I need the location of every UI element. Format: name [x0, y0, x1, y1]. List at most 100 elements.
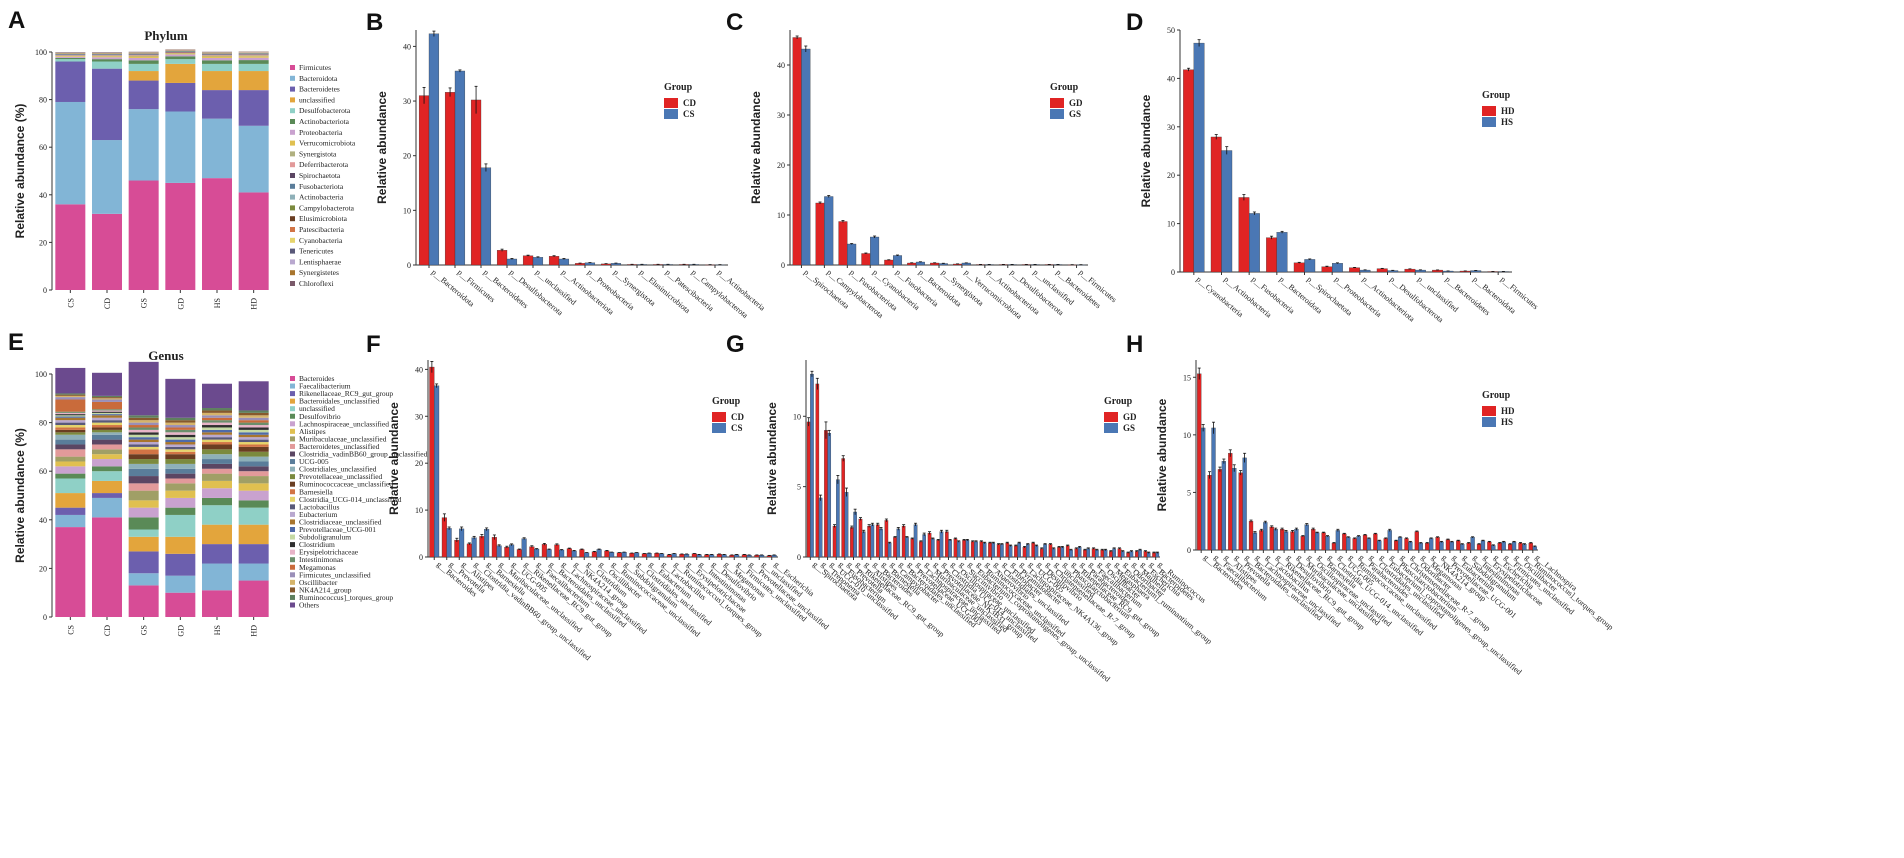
stack-segment: [128, 454, 159, 460]
bar-hs: [1232, 468, 1237, 551]
stack-segment: [238, 192, 269, 290]
y-axis-title: Relative abundance (%): [13, 104, 27, 239]
panel-label: C: [726, 9, 743, 36]
stack-segment: [202, 434, 232, 438]
bar-cs: [434, 385, 440, 558]
bar-cs: [596, 549, 602, 558]
stack-segment: [128, 434, 159, 438]
bar-gs: [896, 528, 901, 558]
stack-segment: [202, 432, 232, 435]
stack-segment: [92, 466, 122, 472]
bar-gd: [919, 541, 923, 558]
bar-cs: [496, 545, 502, 558]
stack-segment: [165, 553, 196, 576]
bar-hd: [1197, 373, 1202, 551]
stack-segment: [238, 507, 269, 525]
bar-gd: [1040, 548, 1044, 558]
bar-gd: [1065, 545, 1070, 558]
legend-label: Faecalibacterium: [299, 382, 351, 391]
stack-segment: [92, 399, 122, 402]
legend-swatch: [290, 481, 295, 487]
legend-swatch: [664, 98, 678, 108]
stack-segment: [92, 395, 122, 398]
bar-hs: [1511, 541, 1517, 551]
stack-segment: [238, 429, 269, 433]
y-tick-label: 10: [415, 506, 423, 515]
bar-gs: [853, 511, 857, 558]
bar-hs: [1221, 150, 1233, 273]
y-tick-label: 100: [35, 370, 47, 379]
x-tick-label: g__Ruminococcus]_torques_group: [1523, 553, 1615, 632]
stack-segment: [55, 61, 86, 102]
legend-label: Alistipes: [299, 427, 326, 436]
y-axis-title: Relative abundance (%): [13, 428, 27, 563]
stack-segment: [55, 395, 86, 398]
bar-gd: [953, 538, 958, 558]
bar-hs: [1359, 269, 1371, 273]
stack-segment: [202, 118, 232, 179]
stack-segment: [55, 456, 86, 462]
legend-label: Lactobacillus: [299, 502, 339, 511]
x-tick-label: CD: [103, 298, 112, 309]
stack-segment: [55, 473, 86, 479]
legend-label: Subdoligranulum: [299, 533, 351, 542]
bar-hs: [1252, 532, 1258, 551]
legend-label: CS: [683, 109, 695, 119]
bar-hs: [1315, 532, 1320, 551]
stack-segment: [238, 381, 269, 411]
bar-hd: [1432, 269, 1443, 273]
bar-hd: [1373, 533, 1378, 551]
legend-label: Campylobacterota: [299, 203, 355, 212]
stack-segment: [165, 497, 196, 508]
bar-gd: [907, 262, 917, 266]
y-axis-title: Relative abundance: [1139, 94, 1153, 207]
stack-segment: [202, 497, 232, 506]
bar-gs: [870, 524, 875, 558]
bar-cs: [584, 552, 590, 558]
bar-cs: [532, 257, 544, 266]
bar-hs: [1429, 538, 1434, 551]
stack-segment: [238, 417, 269, 421]
stack-segment: [55, 444, 86, 450]
stack-segment: [92, 57, 122, 60]
bar-cd: [691, 553, 697, 558]
legend-swatch: [1482, 417, 1496, 427]
y-axis-title: Relative abundance: [749, 91, 763, 204]
stack-segment: [238, 434, 269, 438]
legend-swatch: [290, 376, 295, 381]
bar-gd: [1048, 544, 1053, 558]
panel-label: E: [8, 329, 24, 356]
stack-segment: [238, 456, 269, 462]
bar-hs: [1304, 259, 1316, 273]
bar-cs: [634, 552, 640, 558]
legend-label: Actinobacteriota: [299, 117, 350, 126]
stack-segment: [202, 54, 232, 56]
y-axis-title: Relative abundance: [387, 402, 401, 515]
legend-swatch: [290, 391, 295, 397]
legend-swatch: [290, 413, 295, 419]
stack-segment: [165, 483, 196, 491]
stack-segment: [238, 55, 269, 57]
bar-gd: [867, 525, 871, 558]
panel-a: A 0 20 40 60 80 100 Relative abundance (%) Phylu…: [8, 7, 356, 310]
bar-hs: [1242, 457, 1247, 551]
stack-segment: [165, 56, 196, 60]
stack-segment: [165, 432, 196, 435]
panel-label: H: [1126, 331, 1143, 358]
legend-label: Synergistetes: [299, 268, 339, 277]
stack-segment: [92, 425, 122, 428]
stack-segment: [165, 536, 196, 554]
legend-swatch: [290, 428, 295, 434]
stack-segment: [55, 493, 86, 508]
stack-segment: [92, 398, 122, 400]
stack-segment: [92, 480, 122, 494]
stack-segment: [128, 417, 159, 421]
stack-segment: [128, 551, 159, 574]
y-tick-label: 0: [1171, 268, 1175, 277]
stack-segment: [202, 56, 232, 58]
stack-segment: [128, 483, 159, 491]
stack-segment: [55, 204, 86, 290]
bar-gd: [1134, 551, 1139, 558]
stack-segment: [128, 507, 159, 518]
